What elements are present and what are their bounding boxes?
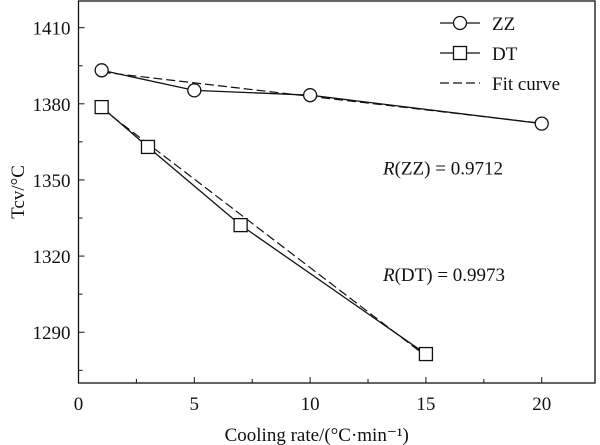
r-annotation: R(ZZ) = 0.9712 — [382, 158, 503, 179]
y-tick-label: 1410 — [33, 19, 71, 40]
series-line-DT — [101, 106, 427, 355]
y-axis-label: Tcv/°C — [8, 165, 29, 219]
r-value: (DT) = 0.9973 — [395, 265, 505, 286]
fit-line-DT — [101, 107, 427, 357]
r-symbol: R — [382, 158, 395, 179]
r-annotation: R(DT) = 0.9973 — [382, 265, 505, 286]
data-point-DT — [140, 139, 156, 155]
legend-label-ZZ: ZZ — [492, 14, 515, 35]
data-point-DT — [418, 346, 434, 362]
legend-label-Fit curve: Fit curve — [492, 74, 560, 95]
y-tick-label: 1320 — [33, 247, 71, 268]
plot-frame — [77, 0, 596, 384]
y-tick-label: 1380 — [33, 95, 71, 116]
data-point-DT — [233, 217, 248, 233]
data-point-ZZ — [187, 83, 202, 98]
y-tick-label: 1350 — [33, 171, 71, 192]
x-tick-label: 20 — [532, 394, 551, 415]
legend-circle-icon — [452, 15, 468, 31]
x-tick-label: 0 — [74, 394, 84, 415]
r-symbol: R — [382, 265, 395, 286]
x-tick-label: 10 — [301, 394, 320, 415]
data-point-ZZ — [302, 88, 318, 103]
legend-square-icon — [452, 45, 468, 61]
r-value: (ZZ) = 0.9712 — [395, 158, 503, 179]
legend-label-DT: DT — [492, 44, 518, 65]
x-tick-label: 15 — [416, 394, 435, 415]
y-tick-label: 1290 — [33, 323, 71, 344]
x-tick-label: 5 — [190, 394, 200, 415]
x-axis-label: Cooling rate/(°C·min⁻¹) — [225, 425, 409, 445]
series-line-ZZ — [101, 69, 542, 125]
data-point-DT — [94, 99, 109, 115]
data-point-ZZ — [94, 63, 109, 78]
data-point-ZZ — [534, 116, 549, 131]
